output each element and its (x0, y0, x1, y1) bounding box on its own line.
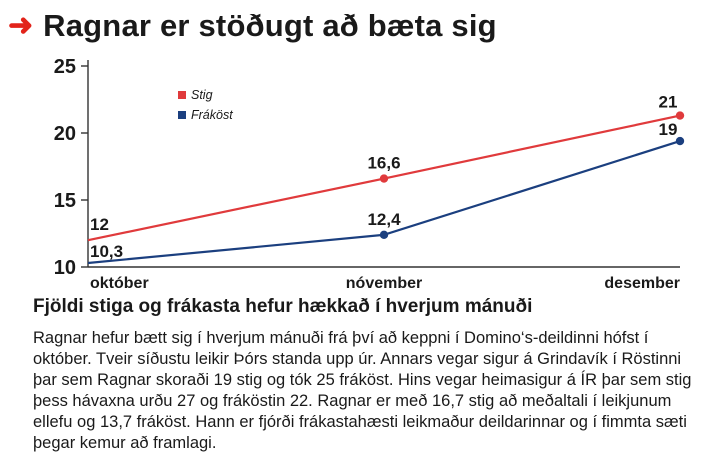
legend-label: Fráköst (191, 108, 233, 122)
data-label: 19 (659, 120, 678, 139)
x-tick-label: október (90, 275, 149, 292)
data-label: 21 (659, 93, 678, 112)
y-tick-label: 20 (54, 123, 76, 145)
legend-label: Stig (191, 88, 213, 102)
data-point (675, 136, 685, 146)
arrow-right-icon: ➜ (8, 9, 34, 42)
data-label: 16,6 (367, 154, 400, 173)
data-label: 12 (90, 215, 109, 234)
y-tick-label: 25 (54, 56, 76, 78)
legend-swatch (178, 91, 186, 99)
x-tick-label: desember (604, 275, 680, 292)
page-title: Ragnar er stöðugt að bæta sig (43, 8, 497, 43)
article-paragraph: Ragnar hefur bætt sig í hverjum mánuði f… (33, 329, 692, 452)
y-tick-label: 10 (54, 257, 76, 279)
data-point (379, 230, 389, 240)
data-point (379, 174, 389, 183)
y-tick-label: 15 (54, 190, 76, 212)
x-tick-label: nóvember (346, 275, 422, 292)
legend-swatch (178, 111, 186, 119)
line-chart: 10 15 20 25 október nóvember desember 12 16,6 21 1… (54, 56, 685, 292)
data-label: 12,4 (367, 210, 401, 229)
article-body: Ragnar hefur bætt sig í hverjum mánuði f… (33, 328, 703, 454)
data-point (675, 111, 685, 120)
chart-subheading: Fjöldi stiga og frákasta hefur hækkað í … (33, 296, 533, 317)
data-label: 10,3 (90, 242, 123, 261)
headline: ➜ Ragnar er stöðugt að bæta sig (8, 6, 497, 46)
